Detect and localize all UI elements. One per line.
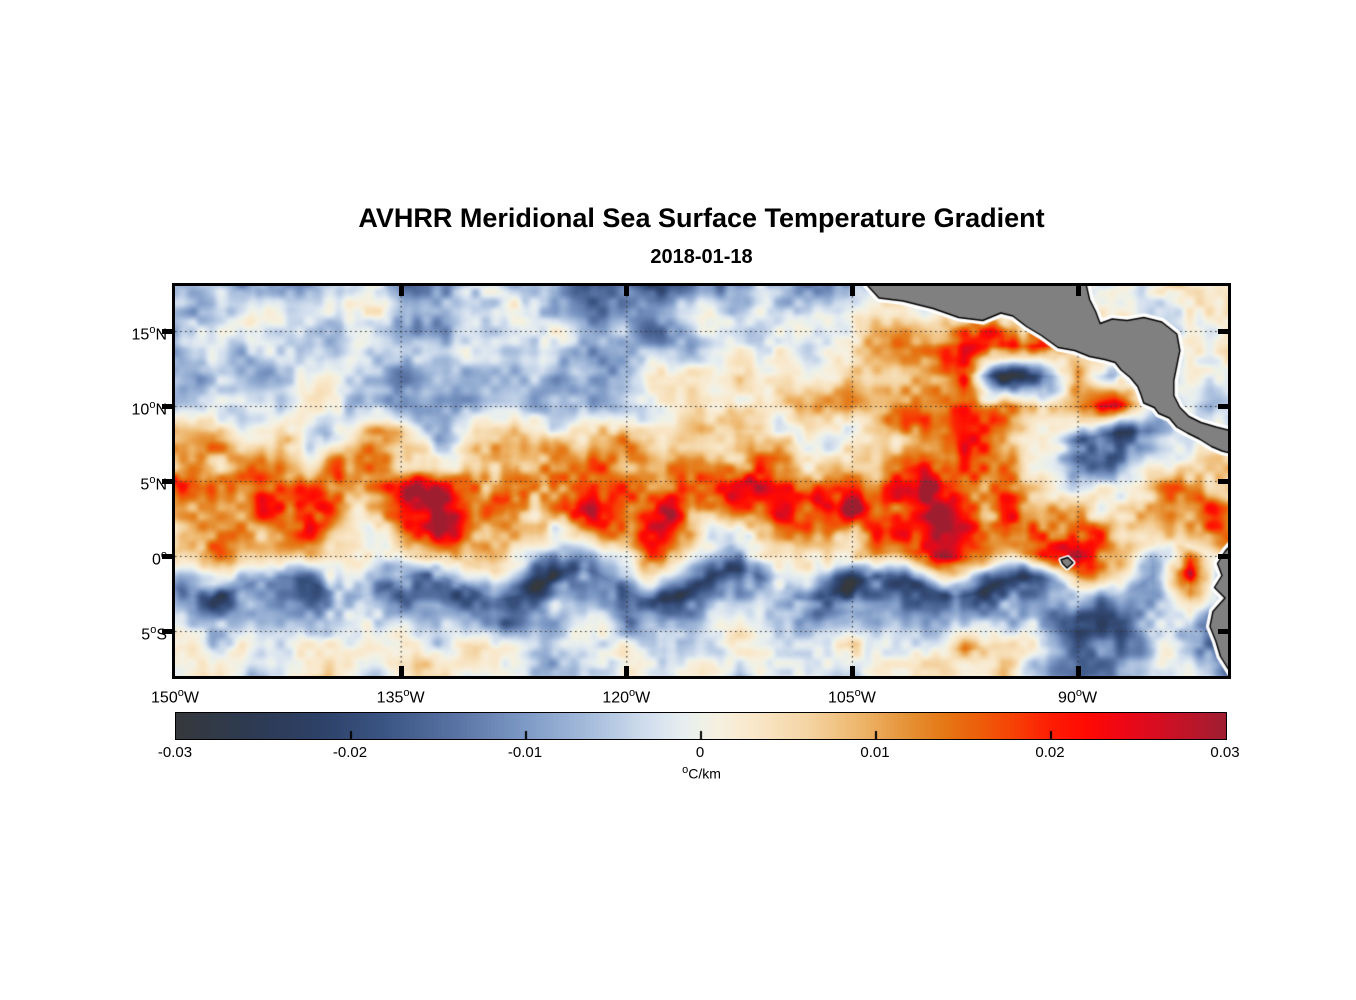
x-axis-tick-bottom [624, 666, 630, 676]
colorbar-tick-label: 0.01 [860, 744, 890, 761]
x-axis-tick-bottom [849, 666, 855, 676]
y-tick-label: 15oN [131, 324, 167, 344]
colorbar-tick-label: -0.03 [157, 744, 193, 761]
y-axis-tick-left [162, 629, 175, 634]
chart-title: AVHRR Meridional Sea Surface Temperature… [358, 203, 1045, 233]
chart-subtitle-date: 2018-01-18 [650, 246, 753, 268]
y-tick-label: 0o [151, 549, 167, 569]
colorbar-tick-label: 0 [695, 744, 705, 761]
map-plot-area [172, 283, 1231, 679]
y-axis-tick-right [1218, 329, 1228, 334]
y-tick-label: 5oN [140, 474, 167, 494]
x-tick-label: 150oW [151, 687, 199, 707]
y-axis-tick-right [1218, 554, 1228, 559]
y-axis-tick-left [162, 554, 175, 559]
colorbar-unit-label: oC/km [682, 764, 721, 782]
y-tick-label: 10oN [131, 399, 167, 419]
y-axis-tick-left [162, 404, 175, 409]
x-tick-label: 135oW [376, 687, 425, 707]
y-axis-tick-right [1218, 479, 1228, 484]
colorbar-tick-label: 0.02 [1035, 744, 1065, 761]
colorbar [175, 712, 1227, 740]
y-axis-tick-left [162, 329, 175, 334]
x-axis-tick-top [849, 286, 855, 296]
y-axis-tick-left [162, 479, 175, 484]
y-tick-label: 5oS [141, 624, 167, 644]
x-axis-tick-bottom [1075, 666, 1081, 676]
x-tick-label: 120oW [602, 687, 651, 707]
x-axis-tick-top [624, 286, 630, 296]
colorbar-tick-label: -0.02 [332, 744, 368, 761]
x-axis-tick-bottom [398, 666, 404, 676]
x-axis-tick-top [1075, 286, 1081, 296]
sst-gradient-heatmap-canvas [175, 286, 1228, 676]
y-axis-tick-right [1218, 629, 1228, 634]
x-tick-label: 90oW [1058, 687, 1098, 707]
x-tick-label: 105oW [827, 687, 876, 707]
y-axis-tick-right [1218, 404, 1228, 409]
colorbar-gradient-canvas [176, 713, 1226, 739]
colorbar-tick-label: 0.03 [1210, 744, 1240, 761]
colorbar-tick-label: -0.01 [507, 744, 543, 761]
x-axis-tick-top [398, 286, 404, 296]
